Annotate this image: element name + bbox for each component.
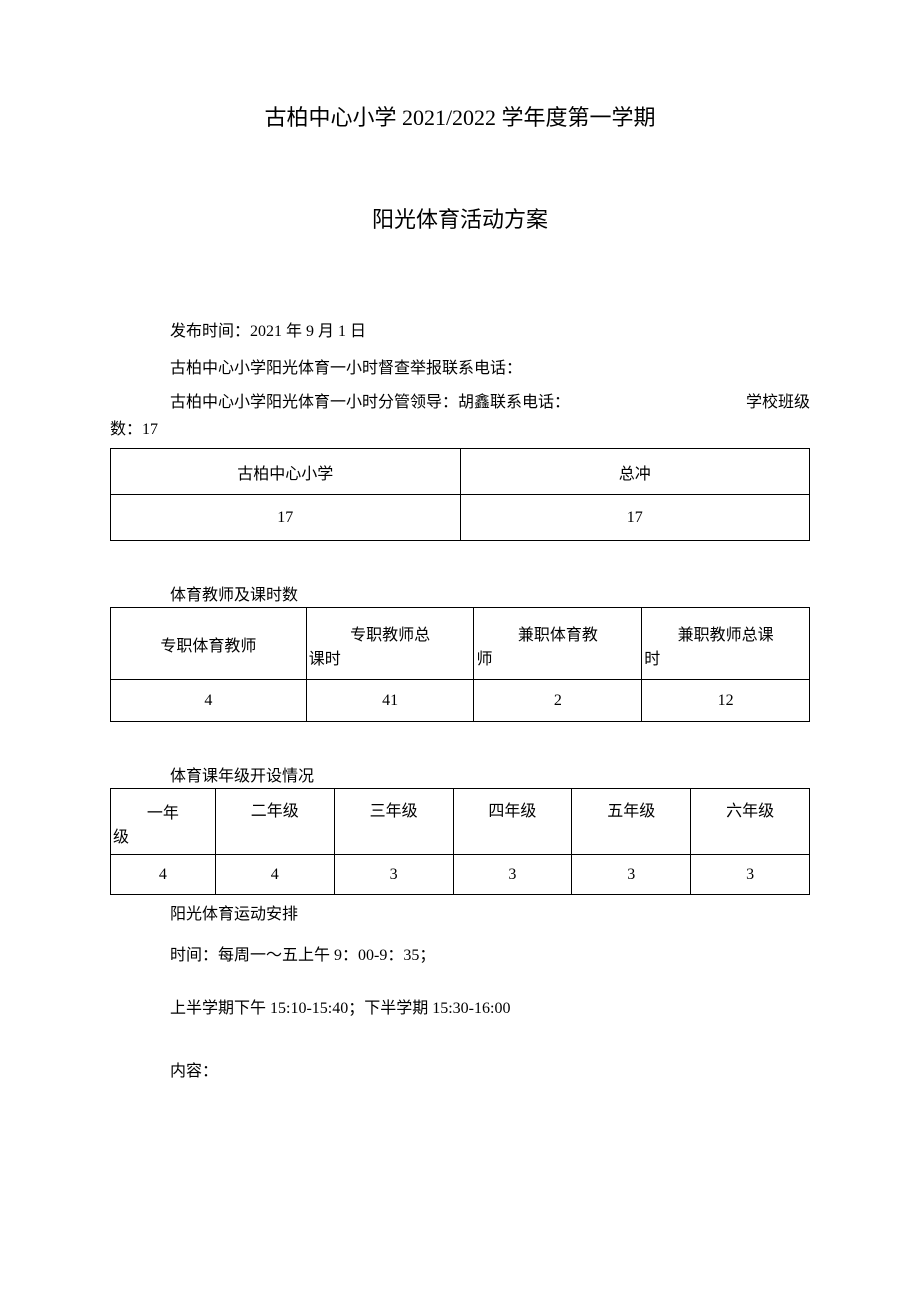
- table2-h3-bottom: 师: [474, 645, 641, 673]
- schedule-content-label: 内容：: [110, 1054, 810, 1089]
- table2-v3: 2: [474, 680, 642, 722]
- table2-h3: 兼职体育教 师: [474, 608, 642, 680]
- class-count-line: 数：17: [110, 412, 810, 449]
- table2-h2-bottom: 课时: [307, 645, 474, 673]
- table2-h1: 专职体育教师: [111, 608, 307, 680]
- document-subtitle: 阳光体育活动方案: [110, 202, 810, 234]
- table3-v1: 4: [111, 855, 216, 895]
- section-grades-label: 体育课年级开设情况: [110, 762, 810, 786]
- table3-h3: 三年级: [334, 789, 453, 855]
- table3-h1-top: 一年: [111, 793, 215, 823]
- class-count-table: 古柏中心小学 总冲 17 17: [110, 448, 810, 541]
- table3-h2: 二年级: [215, 789, 334, 855]
- table3-h4: 四年级: [453, 789, 572, 855]
- table1-header-total: 总冲: [460, 449, 810, 495]
- table2-h4-bottom: 时: [642, 645, 809, 673]
- class-count-prefix: 数：: [110, 421, 142, 438]
- table3-h5: 五年级: [572, 789, 691, 855]
- table3-v6: 3: [691, 855, 810, 895]
- schedule-time-morning: 时间：每周一～五上午 9：00-9：35；: [110, 938, 810, 973]
- table2-h2: 专职教师总 课时: [306, 608, 474, 680]
- schedule-time-afternoon: 上半学期下午 15:10-15:40；下半学期 15:30-16:00: [110, 991, 810, 1026]
- table2-h3-top: 兼职体育教: [474, 615, 641, 645]
- table2-h4: 兼职教师总课 时: [642, 608, 810, 680]
- table2-h2-top: 专职教师总: [307, 615, 474, 645]
- table3-v2: 4: [215, 855, 334, 895]
- table2-v2: 41: [306, 680, 474, 722]
- table2-v4: 12: [642, 680, 810, 722]
- table1-value-school: 17: [111, 495, 461, 541]
- table3-v3: 3: [334, 855, 453, 895]
- class-count-label: 学校班级: [746, 388, 810, 412]
- table1-header-school: 古柏中心小学: [111, 449, 461, 495]
- table1-value-total: 17: [460, 495, 810, 541]
- table3-h6: 六年级: [691, 789, 810, 855]
- publish-date: 发布时间：2021 年 9 月 1 日: [110, 314, 810, 351]
- section-teachers-label: 体育教师及课时数: [110, 581, 810, 605]
- table3-h1-bottom: 级: [111, 823, 215, 851]
- class-count-value: 17: [142, 421, 158, 438]
- section-schedule-label: 阳光体育运动安排: [110, 897, 810, 932]
- leader-text: 古柏中心小学阳光体育一小时分管领导：胡鑫联系电话：: [170, 388, 570, 412]
- teachers-table: 专职体育教师 专职教师总 课时 兼职体育教 师 兼职教师总课 时 4 41 2 …: [110, 607, 810, 722]
- table3-h1: 一年 级: [111, 789, 216, 855]
- grades-table: 一年 级 二年级 三年级 四年级 五年级 六年级 4 4 3 3 3 3: [110, 788, 810, 895]
- table2-h1-top: 专职体育教师: [111, 632, 306, 656]
- table2-v1: 4: [111, 680, 307, 722]
- hotline-text: 古柏中心小学阳光体育一小时督查举报联系电话：: [110, 351, 810, 388]
- table2-h4-top: 兼职教师总课: [642, 615, 809, 645]
- table3-v5: 3: [572, 855, 691, 895]
- document-title: 古柏中心小学 2021/2022 学年度第一学期: [110, 100, 810, 132]
- table3-v4: 3: [453, 855, 572, 895]
